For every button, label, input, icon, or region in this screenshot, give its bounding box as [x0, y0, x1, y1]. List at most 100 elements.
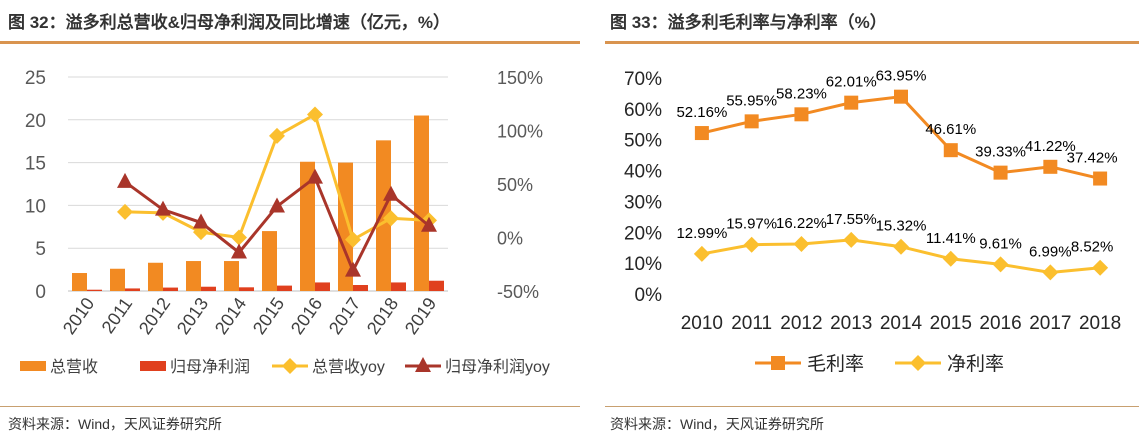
gross-margin-point: [844, 95, 859, 110]
net-margin-data-label: 11.41%: [926, 230, 976, 247]
net-profit-yoy-point: [383, 185, 399, 201]
revenue-bar: [186, 261, 201, 291]
x-tick-label: 2018: [1079, 313, 1121, 334]
gross-margin-data-label: 62.01%: [826, 74, 877, 91]
y-tick-label: 70%: [624, 69, 662, 90]
net-margin-point: [843, 231, 860, 248]
revenue-yoy-point: [383, 210, 399, 227]
y-tick-label: 10: [25, 196, 46, 217]
x-tick-label: 2011: [731, 313, 772, 334]
gross-margin-point: [1043, 159, 1058, 174]
divider: [0, 406, 580, 407]
net-profit-bar: [239, 287, 254, 291]
y-tick-label: 20%: [624, 223, 662, 244]
x-tick-label: 2019: [401, 294, 440, 338]
net-profit-bar: [87, 289, 102, 291]
left-chart-title: 图 32：溢多利总营收&归母净利润及同比增速（亿元，%）: [8, 13, 451, 32]
net-margin-point: [1042, 264, 1059, 281]
y2-tick-label: 100%: [497, 122, 543, 142]
gross-margin-point: [894, 89, 908, 104]
net-margin-point: [992, 256, 1009, 273]
left-source: 资料来源：Wind，天风证券研究所: [8, 416, 222, 432]
net-profit-yoy-point: [269, 197, 285, 213]
x-tick-label: 2015: [930, 313, 972, 334]
x-tick-label: 2012: [135, 294, 174, 338]
net-profit-bar: [391, 282, 406, 291]
legend-label: 毛利率: [807, 353, 864, 375]
net-margin-data-label: 15.97%: [726, 216, 777, 233]
legend-swatch: [20, 361, 46, 371]
divider: [0, 41, 580, 44]
net-profit-yoy-point: [155, 200, 171, 216]
revenue-bar: [110, 268, 125, 291]
gross-margin-point: [794, 107, 809, 122]
legend-marker: [910, 355, 926, 371]
legend-label: 归母净利润yoy: [445, 358, 550, 376]
net-margin-data-label: 12.99%: [676, 225, 727, 242]
revenue-bar: [262, 231, 277, 291]
margin-chart: 0% 10% 20% 30% 40% 50% 60% 70% 2010 2011 2012 2013 2…: [624, 68, 1121, 375]
net-margin-point: [693, 245, 710, 262]
y-tick-label: 10%: [624, 254, 662, 275]
net-profit-yoy-point: [345, 261, 361, 277]
divider: [605, 41, 1139, 44]
net-margin-point: [793, 235, 810, 252]
right-source: 资料来源：Wind，天风证券研究所: [610, 416, 824, 432]
net-profit-bar: [429, 280, 444, 291]
net-profit-yoy-point: [231, 243, 247, 259]
y-tick-label: 0%: [635, 285, 663, 306]
net-profit-yoy-point: [193, 213, 209, 229]
gross-margin-data-label: 37.42%: [1067, 150, 1118, 167]
net-profit-bar: [125, 288, 140, 291]
divider: [605, 406, 1139, 407]
x-tick-label: 2017: [1029, 313, 1071, 334]
net-margin-data-label: 17.55%: [826, 211, 877, 228]
y-tick-label: 15: [25, 154, 46, 175]
x-tick-label: 2014: [880, 313, 923, 334]
gross-margin-data-label: 55.95%: [726, 92, 777, 109]
gross-margin-data-label: 58.23%: [776, 85, 827, 102]
revenue-bar: [376, 140, 391, 291]
net-margin-data-label: 15.32%: [876, 218, 927, 235]
x-tick-label: 2017: [325, 294, 364, 338]
y-tick-label: 0: [35, 282, 46, 303]
net-margin-data-label: 6.99%: [1029, 243, 1072, 260]
legend-swatch: [140, 361, 166, 371]
x-tick-label: 2013: [173, 294, 212, 338]
revenue-bar: [224, 261, 239, 291]
net-margin-data-label: 16.22%: [776, 215, 827, 232]
gross-margin-data-label: 46.61%: [925, 121, 976, 138]
gross-margin-data-label: 52.16%: [676, 104, 727, 121]
y2-tick-label: 0%: [497, 229, 523, 249]
revenue-yoy-point: [269, 127, 285, 144]
x-tick-label: 2014: [211, 294, 250, 338]
legend-label: 总营收yoy: [312, 358, 385, 376]
x-tick-label: 2011: [98, 294, 137, 337]
gross-margin-point: [694, 126, 709, 141]
net-profit-bar: [277, 285, 292, 291]
net-margin-data-label: 8.52%: [1071, 239, 1114, 256]
legend-marker: [282, 358, 298, 374]
gross-margin-data-label: 41.22%: [1025, 138, 1076, 155]
revenue-bar: [300, 161, 315, 291]
gross-margin-data-label: 39.33%: [975, 144, 1026, 161]
legend-label: 总营收: [50, 358, 98, 376]
x-tick-label: 2016: [979, 313, 1021, 334]
revenue-bar: [72, 273, 87, 291]
net-profit-bar: [315, 282, 330, 291]
net-profit-bar: [201, 286, 216, 291]
revenue-yoy-point: [345, 231, 361, 248]
legend-label: 归母净利润: [170, 358, 250, 376]
y-tick-label: 25: [25, 68, 46, 89]
y2-tick-label: 150%: [497, 68, 543, 88]
net-margin-point: [1092, 259, 1109, 276]
y-tick-label: 60%: [624, 100, 662, 121]
x-tick-label: 2010: [681, 313, 723, 334]
net-profit-yoy-point: [117, 172, 133, 188]
revenue-yoy-point: [307, 106, 323, 123]
revenue-bar: [148, 262, 163, 291]
y-tick-label: 40%: [624, 162, 662, 183]
legend-marker: [415, 357, 431, 372]
net-profit-yoy-point: [421, 216, 437, 232]
net-profit-yoy-point: [307, 168, 323, 184]
